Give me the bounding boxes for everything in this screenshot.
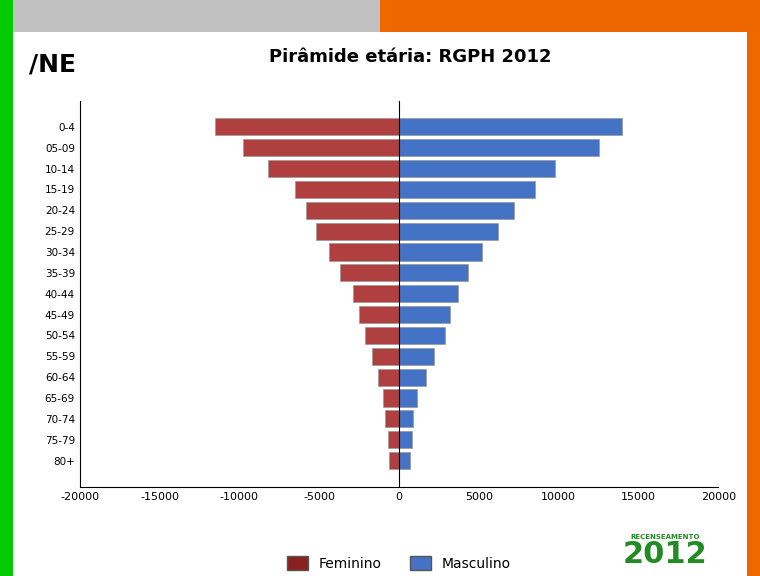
Text: Pirâmide etária: RGPH 2012: Pirâmide etária: RGPH 2012	[269, 48, 552, 66]
Bar	[399, 306, 450, 323]
Bar	[268, 160, 399, 177]
Bar	[399, 431, 412, 448]
Bar	[399, 118, 622, 135]
Bar	[295, 181, 399, 198]
Bar	[399, 160, 556, 177]
Bar	[399, 285, 458, 302]
Bar	[306, 202, 399, 219]
Bar	[340, 264, 399, 282]
Bar	[399, 202, 514, 219]
Bar	[399, 139, 599, 156]
Bar	[372, 348, 399, 365]
Bar	[242, 139, 399, 156]
Bar	[383, 389, 399, 407]
Bar	[399, 348, 434, 365]
Bar	[399, 452, 410, 469]
Text: 2012: 2012	[622, 540, 708, 569]
Bar	[378, 369, 399, 386]
Text: RECENSEAMENTO: RECENSEAMENTO	[630, 533, 700, 540]
Bar	[366, 327, 399, 344]
Bar	[353, 285, 399, 302]
Bar	[388, 431, 399, 448]
Bar	[399, 244, 482, 260]
Bar	[389, 452, 399, 469]
Bar	[329, 244, 399, 260]
Bar	[399, 389, 416, 407]
Bar	[399, 181, 534, 198]
Legend: Feminino, Masculino: Feminino, Masculino	[281, 550, 517, 576]
Bar	[399, 369, 426, 386]
Bar	[399, 223, 498, 240]
Bar	[359, 306, 399, 323]
Bar	[385, 410, 399, 427]
Bar	[399, 410, 413, 427]
Bar	[399, 264, 467, 282]
Bar	[216, 118, 399, 135]
Bar	[399, 327, 445, 344]
Text: /NE: /NE	[29, 53, 76, 77]
Bar	[316, 223, 399, 240]
